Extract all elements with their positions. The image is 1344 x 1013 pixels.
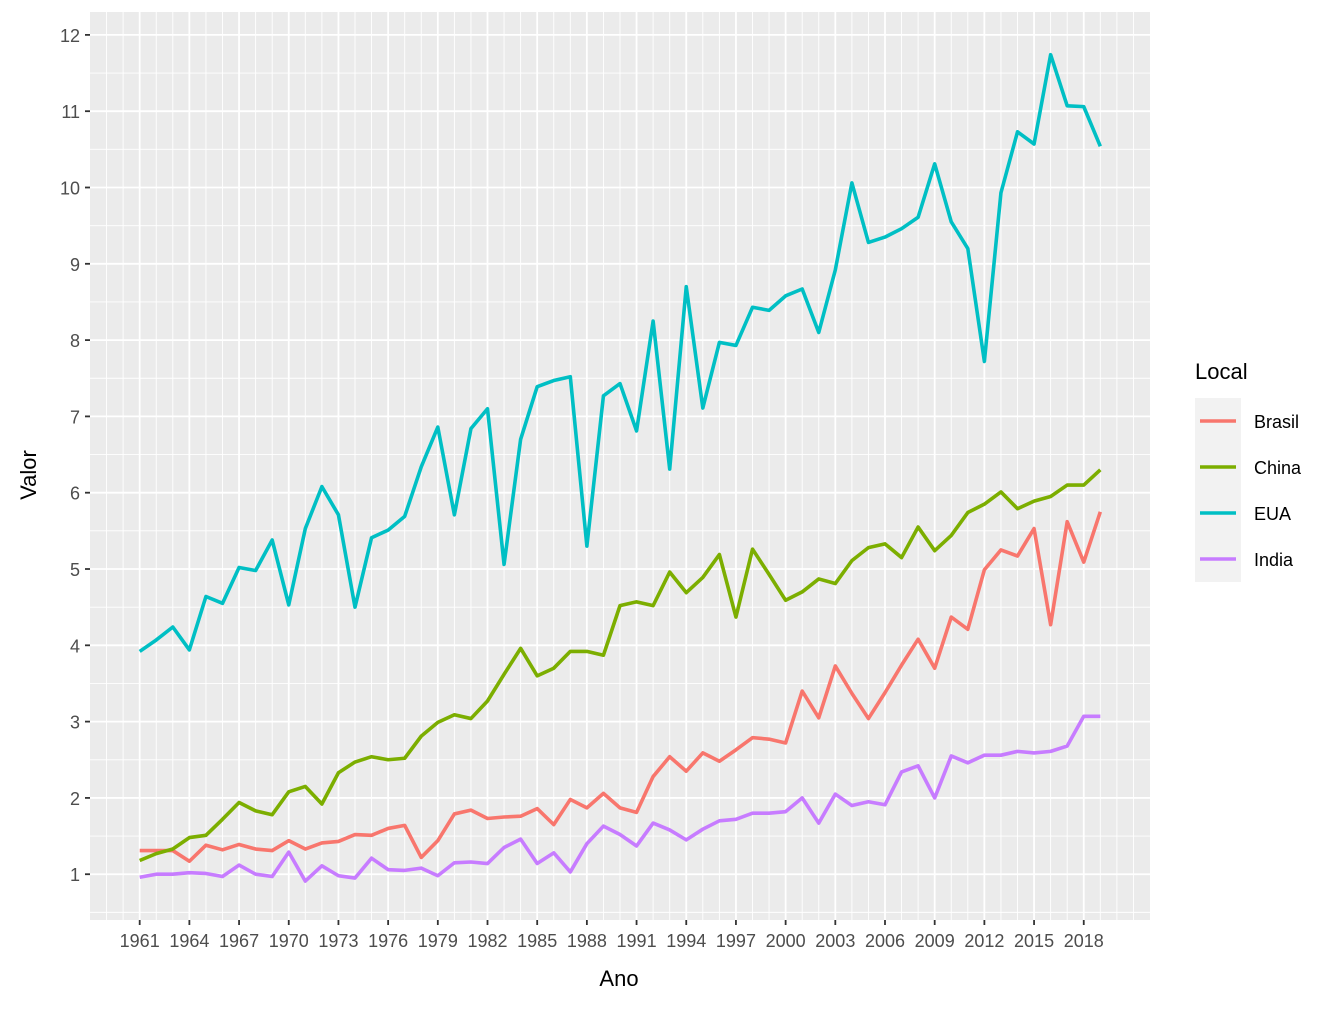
x-tick-label: 1997 <box>716 931 756 951</box>
x-tick-label: 2003 <box>815 931 855 951</box>
series-line-brasil <box>139 511 1103 864</box>
x-tick-label: 2015 <box>1014 931 1054 951</box>
legend-item-india: India <box>1195 536 1294 582</box>
legend-item-label: India <box>1254 550 1294 570</box>
y-tick-label: 6 <box>70 484 80 504</box>
x-tick-label: 2009 <box>915 931 955 951</box>
series-line-china <box>139 468 1102 863</box>
x-tick-label: 2012 <box>964 931 1004 951</box>
x-tick-label: 2018 <box>1064 931 1104 951</box>
y-tick-label: 5 <box>70 560 80 580</box>
x-tick-label: 1988 <box>567 931 607 951</box>
legend-item-eua: EUA <box>1195 490 1291 536</box>
legend-item-label: Brasil <box>1254 412 1299 432</box>
y-axis-label: Valor <box>16 450 41 500</box>
legend-item-china: China <box>1195 444 1302 490</box>
y-tick-label: 10 <box>60 178 80 198</box>
legend: Local Brasil China EUA India <box>1195 359 1302 582</box>
x-tick-label: 1964 <box>169 931 209 951</box>
y-tick-label: 2 <box>70 789 80 809</box>
y-tick-label: 1 <box>70 865 80 885</box>
x-tick-label: 2006 <box>865 931 905 951</box>
y-tick-label: 9 <box>70 255 80 275</box>
x-tick-label: 1985 <box>517 931 557 951</box>
y-tick-label: 3 <box>70 713 80 733</box>
series-line-eua <box>138 52 1102 653</box>
x-axis-label: Ano <box>599 966 638 991</box>
y-tick-label: 11 <box>61 102 80 122</box>
x-tick-label: 1970 <box>269 931 309 951</box>
x-tick-label: 2000 <box>766 931 806 951</box>
legend-item-label: China <box>1254 458 1302 478</box>
x-tick-label: 1973 <box>318 931 358 951</box>
legend-title: Local <box>1195 359 1248 384</box>
x-axis: 1961 1964 1967 1970 1973 1976 1979 1982 1985 1988… <box>120 920 1104 951</box>
x-tick-label: 1982 <box>467 931 507 951</box>
y-tick-label: 12 <box>60 26 80 46</box>
x-tick-label: 1991 <box>617 931 657 951</box>
legend-item-brasil: Brasil <box>1195 398 1299 444</box>
x-tick-label: 1961 <box>120 931 160 951</box>
x-tick-label: 1994 <box>666 931 706 951</box>
legend-item-label: EUA <box>1254 504 1291 524</box>
x-tick-label: 1967 <box>219 931 259 951</box>
y-tick-label: 7 <box>70 407 80 427</box>
x-tick-label: 1979 <box>418 931 458 951</box>
series-line-india <box>139 714 1101 883</box>
major-gridlines <box>90 12 1150 920</box>
y-tick-label: 8 <box>70 331 80 351</box>
x-tick-label: 1976 <box>368 931 408 951</box>
y-tick-label: 4 <box>70 636 80 656</box>
minor-gridlines <box>90 12 1150 920</box>
series-lines <box>138 52 1103 883</box>
